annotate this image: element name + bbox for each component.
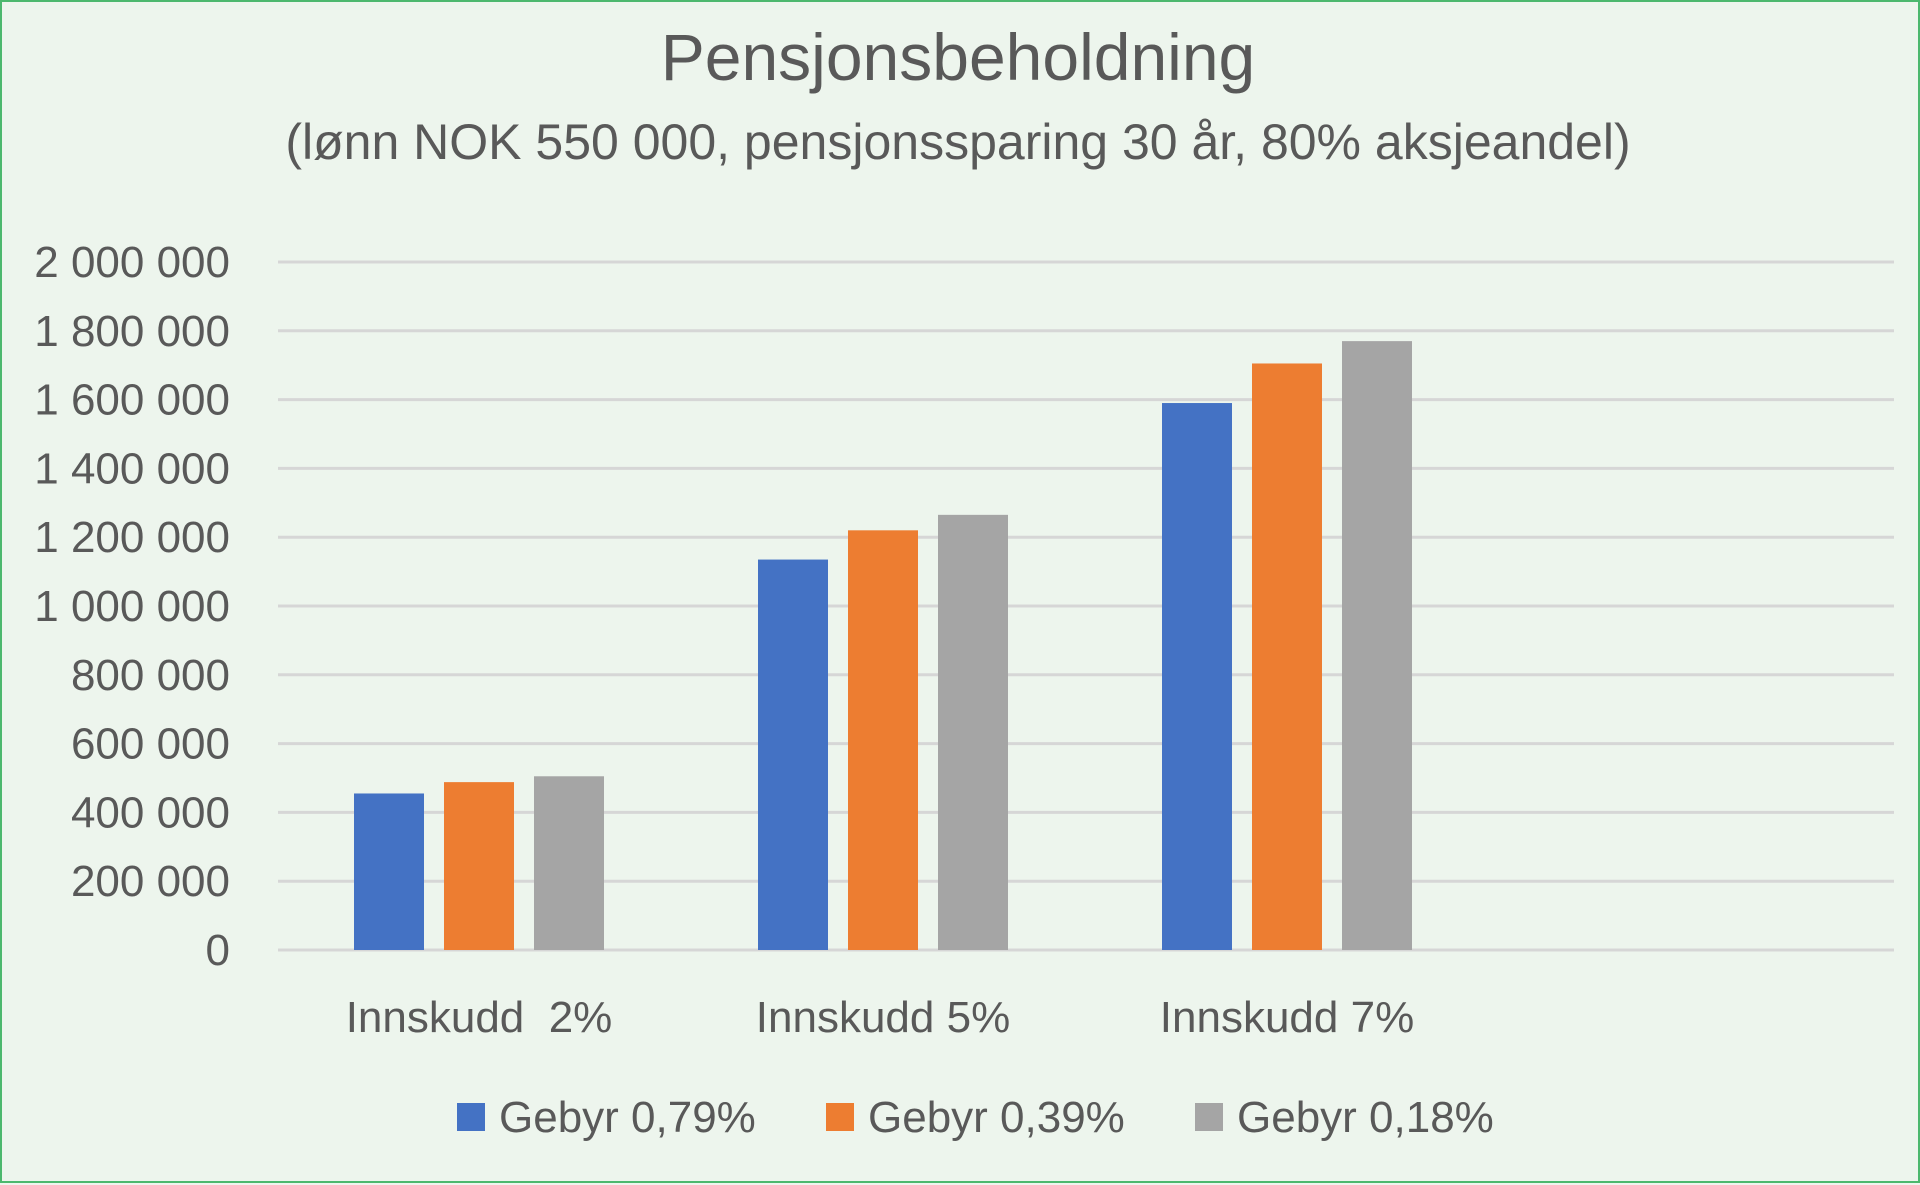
bar [1162,403,1232,950]
y-tick-label: 200 000 [71,857,230,906]
bar [534,776,604,950]
y-tick-label: 2 000 000 [34,238,230,287]
legend-label: Gebyr 0,18% [1237,1093,1494,1142]
legend-swatch [1195,1103,1223,1131]
legend-label: Gebyr 0,79% [499,1093,756,1142]
x-axis-categories: Innskudd 2% Innskudd 5% Innskudd 7% [346,993,1415,1042]
y-tick-label: 1 000 000 [34,582,230,631]
y-tick-label: 1 600 000 [34,376,230,425]
y-tick-label: 400 000 [71,788,230,837]
y-tick-label: 1 400 000 [34,444,230,493]
chart-title: Pensjonsbeholdning [661,20,1255,94]
y-tick-label: 0 [206,926,230,975]
y-tick-label: 800 000 [71,651,230,700]
legend: Gebyr 0,79% Gebyr 0,39% Gebyr 0,18% [457,1093,1494,1142]
bars [354,341,1412,951]
bar [848,530,918,950]
y-tick-label: 600 000 [71,720,230,769]
bar [444,782,514,950]
bar [1342,341,1412,950]
x-category-label: Innskudd 7% [1160,993,1414,1042]
x-category-label: Innskudd 2% [346,993,613,1042]
y-axis-ticks: 0 200 000 400 000 600 000 800 000 1 000 000 1 … [34,238,230,975]
bar [758,559,828,950]
legend-label: Gebyr 0,39% [868,1093,1125,1142]
bar [938,514,1008,950]
bar [1252,363,1322,951]
bar [354,793,424,950]
y-tick-label: 1 800 000 [34,307,230,356]
y-tick-label: 1 200 000 [34,513,230,562]
chart-subtitle: (lønn NOK 550 000, pensjonssparing 30 år… [285,114,1630,170]
legend-swatch [826,1103,854,1131]
legend-swatch [457,1103,485,1131]
x-category-label: Innskudd 5% [756,993,1010,1042]
gridlines [278,260,1894,952]
